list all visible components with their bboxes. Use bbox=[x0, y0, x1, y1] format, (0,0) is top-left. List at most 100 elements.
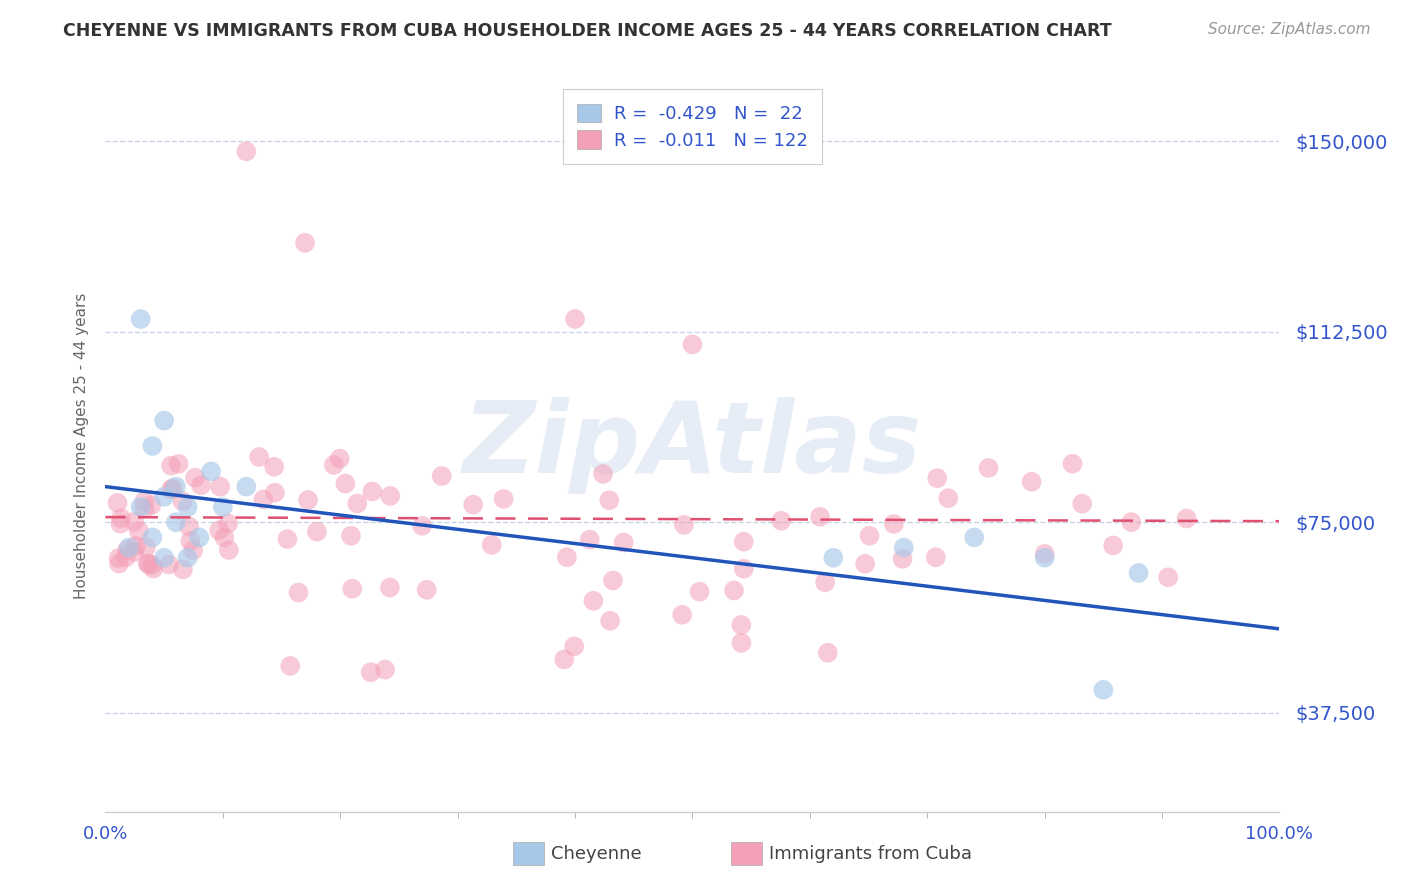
Point bbox=[817, 646, 839, 660]
Point bbox=[141, 530, 163, 544]
Text: Immigrants from Cuba: Immigrants from Cuba bbox=[769, 845, 972, 863]
Point bbox=[141, 558, 163, 572]
Point bbox=[117, 542, 139, 557]
Point bbox=[1062, 457, 1084, 471]
Point bbox=[179, 533, 201, 548]
Point bbox=[342, 582, 364, 596]
Point bbox=[252, 492, 274, 507]
Point bbox=[141, 439, 163, 453]
Point bbox=[165, 515, 187, 529]
Point bbox=[374, 663, 396, 677]
Point bbox=[613, 535, 636, 549]
Point bbox=[481, 538, 503, 552]
Point bbox=[335, 476, 357, 491]
Point bbox=[276, 532, 298, 546]
Point bbox=[108, 557, 131, 571]
Point bbox=[211, 500, 233, 514]
Point bbox=[110, 511, 132, 525]
Point bbox=[297, 492, 319, 507]
Point bbox=[430, 469, 453, 483]
Point bbox=[1102, 539, 1125, 553]
Point bbox=[808, 509, 831, 524]
Point bbox=[564, 312, 586, 326]
Point bbox=[176, 550, 198, 565]
Point bbox=[107, 551, 129, 566]
Point bbox=[208, 523, 231, 537]
Point bbox=[553, 652, 575, 666]
Point bbox=[682, 337, 704, 351]
Point bbox=[160, 482, 183, 496]
Point bbox=[730, 636, 752, 650]
Point bbox=[188, 530, 211, 544]
Point bbox=[1021, 475, 1043, 489]
Point bbox=[160, 458, 183, 473]
Point bbox=[592, 467, 614, 481]
Point bbox=[129, 500, 152, 514]
Point bbox=[162, 482, 184, 496]
Point bbox=[1121, 515, 1143, 529]
Text: Source: ZipAtlas.com: Source: ZipAtlas.com bbox=[1208, 22, 1371, 37]
Point bbox=[463, 498, 485, 512]
Legend: R =  -0.429   N =  22, R =  -0.011   N = 122: R = -0.429 N = 22, R = -0.011 N = 122 bbox=[562, 89, 823, 164]
Point bbox=[733, 562, 755, 576]
Point bbox=[247, 450, 270, 464]
Point bbox=[1033, 547, 1056, 561]
Point bbox=[1092, 682, 1115, 697]
Point bbox=[122, 515, 145, 529]
Point bbox=[153, 490, 176, 504]
Point bbox=[814, 575, 837, 590]
Point bbox=[125, 539, 148, 553]
Point bbox=[181, 543, 204, 558]
Point bbox=[141, 498, 163, 512]
Point bbox=[893, 541, 915, 555]
Point bbox=[963, 530, 986, 544]
Point bbox=[891, 552, 914, 566]
Point bbox=[555, 550, 578, 565]
Point bbox=[235, 145, 257, 159]
Point bbox=[214, 530, 236, 544]
Point bbox=[134, 501, 156, 516]
Point bbox=[582, 594, 605, 608]
Point bbox=[167, 457, 190, 471]
Point bbox=[411, 518, 433, 533]
Point bbox=[209, 480, 232, 494]
Text: CHEYENNE VS IMMIGRANTS FROM CUBA HOUSEHOLDER INCOME AGES 25 - 44 YEARS CORRELATI: CHEYENNE VS IMMIGRANTS FROM CUBA HOUSEHO… bbox=[63, 22, 1112, 40]
Point bbox=[235, 480, 257, 494]
Point bbox=[135, 540, 157, 554]
Point bbox=[1175, 511, 1198, 525]
Point bbox=[602, 574, 624, 588]
Point bbox=[977, 461, 1000, 475]
Text: ZipAtlas: ZipAtlas bbox=[463, 398, 922, 494]
Point bbox=[114, 550, 136, 565]
Point bbox=[927, 471, 949, 485]
Point bbox=[294, 235, 316, 250]
Point bbox=[1128, 566, 1150, 580]
Point bbox=[770, 514, 793, 528]
Point bbox=[118, 541, 141, 555]
Point bbox=[936, 491, 959, 506]
Point bbox=[578, 533, 600, 547]
Point bbox=[1071, 497, 1094, 511]
Point bbox=[142, 561, 165, 575]
Point bbox=[129, 312, 152, 326]
Point bbox=[689, 584, 711, 599]
Point bbox=[217, 516, 239, 531]
Point bbox=[134, 494, 156, 508]
Point bbox=[172, 562, 194, 576]
Point bbox=[157, 558, 180, 572]
Point bbox=[322, 458, 344, 472]
Point bbox=[858, 529, 880, 543]
Point bbox=[361, 484, 384, 499]
Point bbox=[883, 516, 905, 531]
Point bbox=[415, 582, 437, 597]
Point bbox=[165, 480, 187, 494]
Point bbox=[925, 550, 948, 565]
Point bbox=[218, 543, 240, 558]
Point bbox=[110, 516, 132, 531]
Point bbox=[340, 529, 363, 543]
Point bbox=[599, 614, 621, 628]
Point bbox=[138, 557, 160, 571]
Point bbox=[492, 491, 515, 506]
Point bbox=[853, 557, 876, 571]
Point bbox=[176, 500, 198, 514]
